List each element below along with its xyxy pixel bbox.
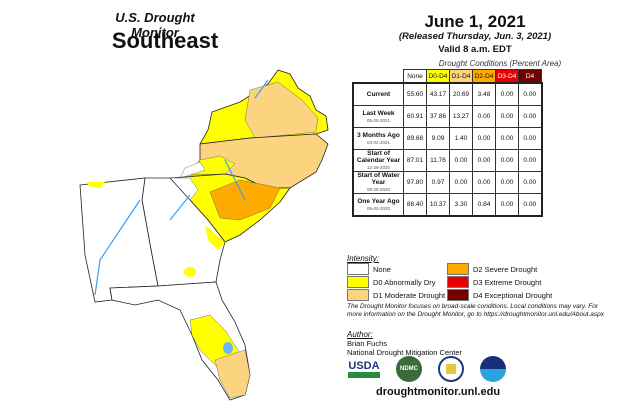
cell: 0.00 <box>518 105 543 128</box>
cell: 43.17 <box>426 82 450 106</box>
row-label: Current <box>352 82 404 106</box>
noaa-logo-icon <box>480 356 506 382</box>
cell: 0.00 <box>518 171 543 194</box>
table-row: Last Week 05-25-2021 60.91 37.86 13.27 0.… <box>352 105 543 128</box>
col-d4: D4 <box>518 69 542 84</box>
cell: 37.86 <box>426 105 450 128</box>
col-d0-d4: D0-D4 <box>426 69 450 84</box>
region-title: Southeast <box>111 28 219 53</box>
row-label: 3 Months Ago 03-02-2021 <box>352 127 404 150</box>
cell: 0.00 <box>449 171 473 194</box>
col-none: None <box>403 69 427 84</box>
commerce-seal-icon <box>438 356 464 382</box>
col-d3-d4: D3-D4 <box>495 69 519 84</box>
cell: 1.40 <box>449 127 473 150</box>
cell: 88.40 <box>403 193 427 217</box>
cell: 97.80 <box>403 171 427 194</box>
swatch-icon <box>447 289 469 301</box>
cell: 20.69 <box>449 82 473 106</box>
legend-item-d4: D4 Exceptional Drought <box>447 289 552 301</box>
cell: 89.68 <box>403 127 427 150</box>
legend-item-d2: D2 Severe Drought <box>447 263 537 275</box>
swatch-icon <box>347 263 369 275</box>
cell: 0.00 <box>449 149 473 172</box>
cell: 3.48 <box>472 82 496 106</box>
col-d1-d4: D1-D4 <box>449 69 473 84</box>
cell: 0.00 <box>495 149 519 172</box>
drought-conditions-table: None D0-D4 D1-D4 D2-D4 D3-D4 D4 Current … <box>352 69 543 217</box>
ndmc-logo-icon: NDMC <box>396 356 422 382</box>
cell: 0.00 <box>472 105 496 128</box>
disclaimer-note: The Drought Monitor focuses on broad-sca… <box>347 303 605 318</box>
cell: 0.00 <box>495 127 519 150</box>
partner-logos: USDA NDMC <box>348 356 506 382</box>
cell: 0.00 <box>495 193 519 217</box>
cell: 13.27 <box>449 105 473 128</box>
cell: 0.84 <box>472 193 496 217</box>
valid-time: Valid 8 a.m. EDT <box>438 44 512 55</box>
table-row: Current 55.60 43.17 20.69 3.48 0.00 0.00 <box>352 82 543 106</box>
cell: 0.00 <box>518 82 543 106</box>
cell: 55.60 <box>403 82 427 106</box>
legend-item-d3: D3 Extreme Drought <box>447 276 541 288</box>
swatch-icon <box>347 289 369 301</box>
legend-item-none: None <box>347 263 391 275</box>
cell: 11.76 <box>426 149 450 172</box>
legend-item-d1: D1 Moderate Drought <box>347 289 445 301</box>
cell: 0.00 <box>472 127 496 150</box>
cell: 9.09 <box>426 127 450 150</box>
drought-map <box>79 69 329 401</box>
table-header-row: None D0-D4 D1-D4 D2-D4 D3-D4 D4 <box>353 69 542 84</box>
table-row: 3 Months Ago 03-02-2021 89.68 9.09 1.40 0… <box>352 127 543 150</box>
cell: 0.00 <box>495 105 519 128</box>
cell: 60.91 <box>403 105 427 128</box>
map-date: June 1, 2021 <box>424 12 526 31</box>
cell: 87.01 <box>403 149 427 172</box>
usda-logo-icon: USDA <box>348 360 380 378</box>
cell: 0.00 <box>518 149 543 172</box>
author-org: National Drought Mitigation Center <box>347 348 463 357</box>
cell: 0.00 <box>518 127 543 150</box>
cell: 0.00 <box>518 193 543 217</box>
table-row: Start of Water Year 09-29-2020 97.80 0.97… <box>352 171 543 194</box>
brand-title: U.S. Drought Monitor <box>115 10 195 40</box>
cell: 0.00 <box>472 149 496 172</box>
cell: 0.00 <box>495 82 519 106</box>
release-date: (Released Thursday, Jun. 3, 2021) <box>398 31 552 42</box>
swatch-icon <box>347 276 369 288</box>
legend-title: Intensity: <box>347 254 380 263</box>
row-label: Last Week 05-25-2021 <box>352 105 404 128</box>
author-name: Brian Fuchs <box>347 339 388 348</box>
table-title: Drought Conditions (Percent Area) <box>438 59 562 68</box>
cell: 0.00 <box>495 171 519 194</box>
table-row: Start of Calendar Year 12-29-2020 87.01 1… <box>352 149 543 172</box>
swatch-icon <box>447 263 469 275</box>
row-label: Start of Water Year 09-29-2020 <box>352 171 404 194</box>
table-row: One Year Ago 06-02-2020 88.40 10.37 3.30 … <box>352 193 543 217</box>
row-label: One Year Ago 06-02-2020 <box>352 193 404 217</box>
cell: 0.97 <box>426 171 450 194</box>
row-label: Start of Calendar Year 12-29-2020 <box>352 149 404 172</box>
legend-item-d0: D0 Abnormally Dry <box>347 276 436 288</box>
cell: 10.37 <box>426 193 450 217</box>
cell: 0.00 <box>472 171 496 194</box>
author-heading: Author: <box>347 330 373 339</box>
state-florida <box>109 281 251 401</box>
cell: 3.30 <box>449 193 473 217</box>
col-d2-d4: D2-D4 <box>472 69 496 84</box>
swatch-icon <box>447 276 469 288</box>
website-link[interactable]: droughtmonitor.unl.edu <box>376 386 501 398</box>
